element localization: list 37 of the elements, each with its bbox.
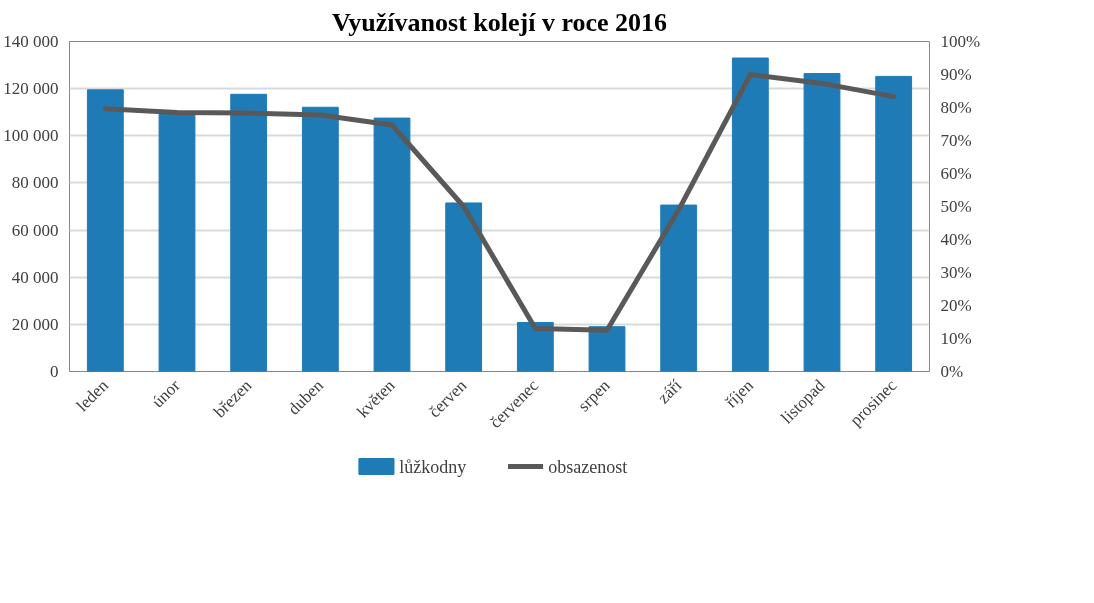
x-tick-label: únor [148, 375, 184, 412]
x-tick-label: září [653, 375, 686, 408]
y2-tick-label: 80% [940, 98, 972, 117]
y-tick-label: 0 [50, 362, 59, 381]
y2-tick-label: 70% [940, 131, 972, 150]
bar [301, 106, 339, 372]
y-tick-label: 80 000 [11, 173, 59, 193]
bar [516, 321, 554, 372]
y-tick-label: 40 000 [11, 267, 59, 287]
bar [158, 112, 196, 372]
chart-title: Využívanost kolejí v roce 2016 [331, 7, 668, 37]
y2-tick-label: 0% [940, 362, 964, 381]
y-tick-label: 60 000 [11, 220, 59, 240]
bar [588, 326, 626, 372]
legend-label: lůžkodny [399, 456, 467, 477]
y2-tick-label: 90% [940, 65, 972, 84]
y-tick-label: 100 000 [3, 126, 59, 146]
bar [875, 75, 913, 372]
bar [86, 89, 124, 372]
bar [445, 202, 483, 372]
y2-tick-label: 40% [940, 230, 972, 249]
y-tick-label: 20 000 [11, 314, 59, 334]
bar [373, 117, 411, 372]
bar [230, 93, 268, 372]
y2-tick-label: 100% [940, 32, 981, 51]
y2-tick-label: 10% [940, 329, 972, 348]
bar [803, 73, 841, 372]
bar [660, 204, 698, 372]
y2-tick-label: 50% [940, 197, 972, 216]
x-tick-label: říjen [721, 375, 758, 412]
bar [731, 57, 769, 372]
y2-tick-label: 20% [940, 296, 972, 315]
legend-label: obsazenost [548, 456, 628, 477]
y-tick-label: 140 000 [3, 32, 59, 51]
y-tick-label: 120 000 [3, 79, 59, 99]
y2-tick-label: 30% [940, 263, 972, 282]
y2-tick-label: 60% [940, 164, 972, 183]
